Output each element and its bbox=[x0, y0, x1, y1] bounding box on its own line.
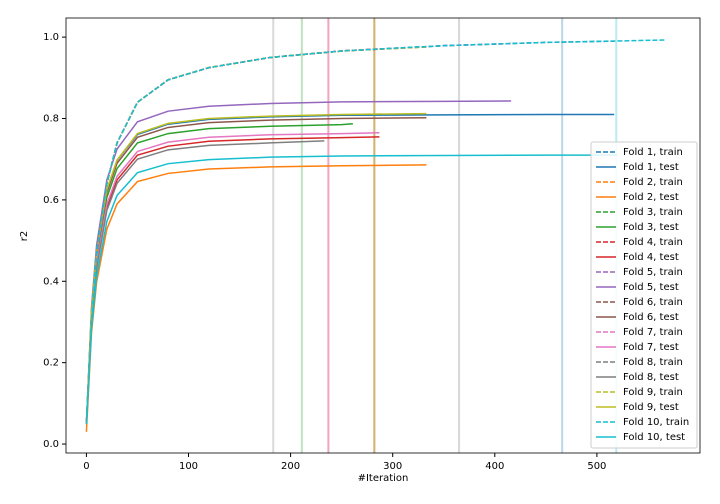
legend-label: Fold 10, train bbox=[623, 417, 689, 428]
legend-label: Fold 6, test bbox=[623, 312, 679, 323]
y-tick-label: 0.8 bbox=[43, 114, 59, 125]
legend-label: Fold 5, test bbox=[623, 282, 679, 293]
y-tick-label: 0.0 bbox=[43, 439, 59, 450]
legend-label: Fold 8, train bbox=[623, 357, 683, 368]
series-line bbox=[85, 140, 325, 424]
series-line bbox=[85, 100, 512, 424]
legend-label: Fold 1, train bbox=[623, 147, 683, 158]
legend-label: Fold 7, train bbox=[623, 327, 683, 338]
x-tick-label: 200 bbox=[281, 461, 300, 472]
legend-label: Fold 9, test bbox=[623, 402, 679, 413]
y-tick-label: 0.6 bbox=[43, 195, 59, 206]
series-line bbox=[85, 154, 618, 424]
legend-label: Fold 1, test bbox=[623, 162, 679, 173]
series-line bbox=[85, 164, 427, 432]
legend-label: Fold 2, train bbox=[623, 177, 683, 188]
legend-box bbox=[590, 141, 698, 449]
y-tick-label: 0.4 bbox=[43, 276, 59, 287]
legend-label: Fold 7, test bbox=[623, 342, 679, 353]
series-line bbox=[85, 51, 325, 424]
legend-label: Fold 4, train bbox=[623, 237, 683, 248]
x-tick-label: 400 bbox=[485, 461, 504, 472]
legend-label: Fold 9, train bbox=[623, 387, 683, 398]
plot-frame bbox=[65, 17, 701, 454]
series-line bbox=[85, 39, 667, 424]
legend-label: Fold 3, test bbox=[623, 222, 679, 233]
series-line bbox=[85, 132, 380, 424]
x-axis-label: #Iteration bbox=[358, 473, 409, 484]
series-line bbox=[85, 113, 615, 424]
x-tick-label: 500 bbox=[587, 461, 606, 472]
series-line bbox=[85, 116, 427, 424]
legend-label: Fold 2, test bbox=[623, 192, 679, 203]
legend-label: Fold 5, train bbox=[623, 267, 683, 278]
y-axis-label: r2 bbox=[19, 231, 30, 241]
series-line bbox=[85, 40, 615, 424]
y-tick-label: 0.2 bbox=[43, 358, 59, 369]
legend: Fold 1, train Fold 1, test Fold 2, train Fo… bbox=[590, 141, 698, 449]
legend-label: Fold 4, test bbox=[623, 252, 679, 263]
legend-label: Fold 8, test bbox=[623, 372, 679, 383]
legend-label: Fold 10, test bbox=[623, 432, 685, 443]
y-tick-label: 1.0 bbox=[43, 32, 59, 43]
x-tick-label: 100 bbox=[179, 461, 198, 472]
legend-label: Fold 3, train bbox=[623, 207, 683, 218]
x-tick-label: 0 bbox=[83, 461, 89, 472]
legend-label: Fold 6, train bbox=[623, 297, 683, 308]
x-tick-label: 300 bbox=[383, 461, 402, 472]
